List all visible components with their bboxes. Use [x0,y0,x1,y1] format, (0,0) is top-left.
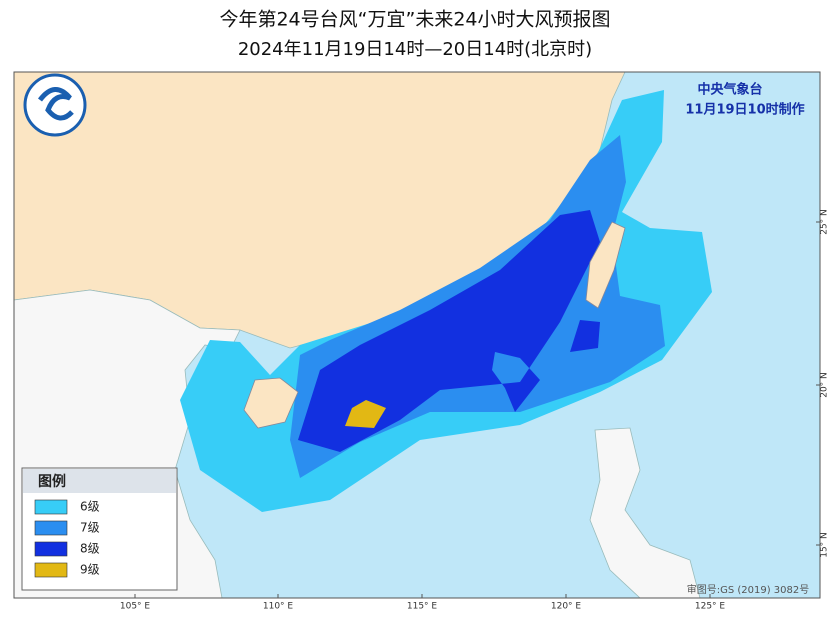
map-area [14,72,820,598]
legend-swatch [34,541,68,557]
lon-label: 105° E [120,602,151,612]
logo-swirl [38,87,74,121]
wind-zone-8 [298,210,600,452]
luzon-island [589,427,701,598]
logo [23,73,87,137]
map-credit: 审图号:GS (2019) 3082号 [687,583,810,596]
lat-label: 20° N [820,372,830,398]
title: 今年第24号台风“万宜”未来24小时大风预报图 [219,9,610,31]
legend-swatch [34,499,68,515]
legend-label: 9级 [80,563,100,577]
lon-label: 125° E [695,602,726,612]
legend-title: 图例 [38,473,66,490]
map-frame [13,71,821,599]
wind-zone-9 [345,400,386,428]
lon-label: 115° E [407,602,438,612]
legend-label: 6级 [80,500,100,514]
lon-label: 120° E [551,602,582,612]
agency: 中央气象台 [697,82,762,98]
legend-label: 7级 [80,521,100,535]
hainan-island [243,377,299,429]
legend-swatch [34,520,68,536]
lat-label: 15° N [820,532,830,558]
legend-swatch [34,562,68,578]
lon-label: 110° E [263,602,294,612]
issue-time: 11月19日10时制作 [685,102,804,118]
legend-header [23,469,176,493]
lat-label: 25° N [820,209,830,235]
legend-label: 8级 [80,542,100,556]
subtitle: 2024年11月19日14时—20日14时(北京时) [238,39,592,60]
taiwan-island [585,221,626,309]
